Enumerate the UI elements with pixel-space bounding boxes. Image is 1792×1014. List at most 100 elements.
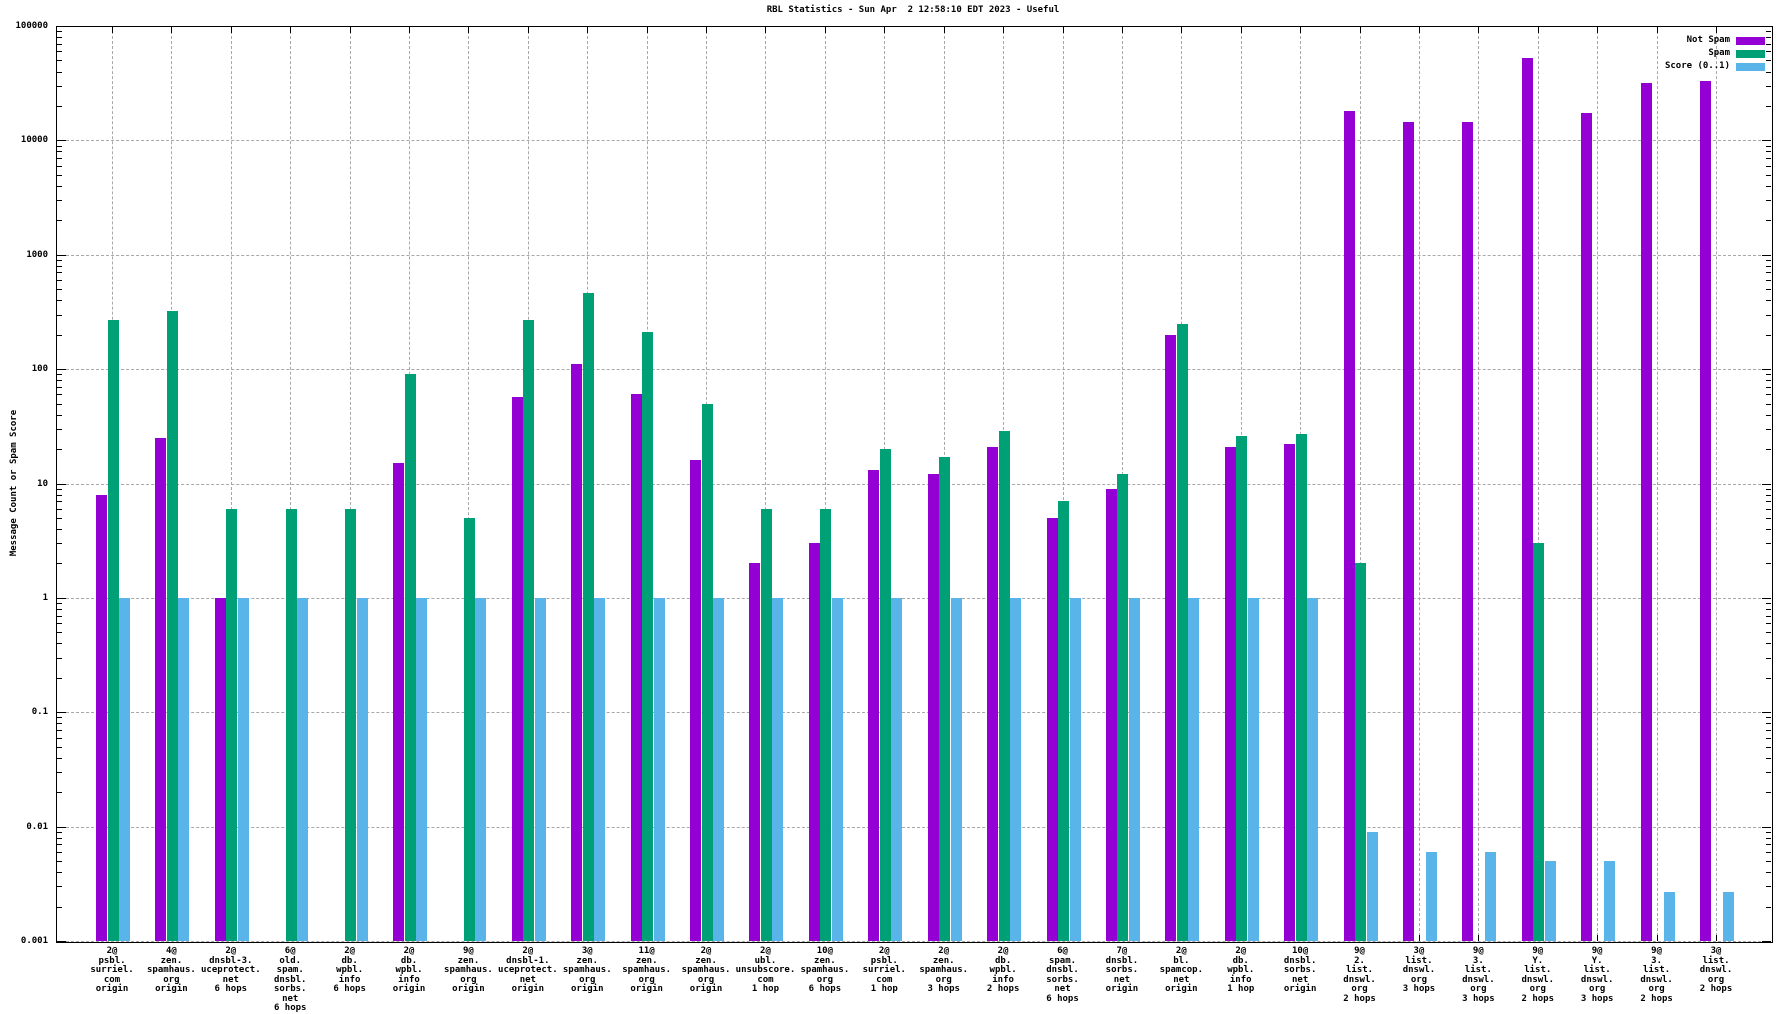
y-minor-tick (1766, 737, 1771, 739)
y-minor-tick (1766, 677, 1771, 679)
x-tick-top (290, 27, 292, 33)
y-minor-tick (1766, 508, 1771, 510)
v-gridline (765, 26, 767, 941)
bar-spam (1117, 474, 1129, 941)
y-minor-tick (57, 174, 62, 176)
x-category-label: 10@ zen. spamhaus. org 6 hops (800, 946, 850, 994)
x-category-label: 2@ db. wpbl. info 6 hops (333, 946, 366, 994)
y-minor-tick (1766, 517, 1771, 519)
x-tick-top (1181, 27, 1183, 33)
x-tick-bottom (1597, 935, 1599, 941)
y-minor-tick (1766, 529, 1771, 530)
x-category-label: 9@ zen. spamhaus. org origin (444, 946, 493, 994)
bar-score-0-1 (713, 597, 725, 941)
v-gridline (1062, 26, 1064, 941)
x-category-label: 7@ dnsbl. sorbs. net origin (1105, 946, 1139, 994)
y-minor-tick (57, 543, 62, 545)
y-tick-label: 0.01 (26, 821, 48, 832)
x-tick-top (943, 27, 945, 33)
legend-row-spam: Spam (1440, 49, 1770, 58)
y-minor-tick (1766, 374, 1771, 376)
y-minor-tick (1766, 851, 1771, 853)
y-minor-tick (1766, 657, 1771, 659)
y-minor-tick (1766, 792, 1771, 794)
y-minor-tick (57, 151, 62, 153)
legend-row-score: Score (0..1) (1440, 62, 1770, 71)
x-tick-bottom (1418, 935, 1420, 941)
y-minor-tick (1766, 314, 1771, 316)
v-gridline (1716, 26, 1717, 941)
y-minor-tick (57, 723, 62, 725)
x-tick-top (1062, 27, 1064, 33)
x-tick-bottom (1478, 935, 1480, 941)
v-gridline (1359, 26, 1361, 941)
bar-spam (1533, 543, 1545, 941)
x-category-label: 2@ ubl. unsubscore. com 1 hop (735, 946, 796, 994)
y-minor-tick (57, 386, 62, 388)
y-major-tick (1762, 140, 1771, 142)
bar-not-spam (1581, 112, 1593, 941)
x-category-label: 2@ dnsbl-1. uceprotect. net origin (498, 946, 558, 994)
y-minor-tick (57, 105, 62, 107)
y-minor-tick (1766, 43, 1771, 45)
y-minor-tick (57, 729, 62, 731)
y-minor-tick (1766, 37, 1771, 39)
x-category-label: 9@ 3. list. dnswl. org 3 hops (1462, 946, 1495, 1004)
x-tick-bottom (1716, 935, 1717, 941)
y-minor-tick (1766, 414, 1771, 416)
y-major-tick (1762, 941, 1771, 942)
y-minor-tick (1766, 151, 1771, 153)
x-tick-top (1240, 27, 1242, 33)
v-gridline (468, 26, 470, 941)
h-gridline (56, 712, 1771, 714)
bar-not-spam (571, 364, 583, 941)
bar-spam (642, 332, 654, 941)
bar-spam (345, 508, 357, 941)
y-minor-tick (57, 844, 62, 846)
y-minor-tick (1766, 501, 1771, 503)
x-category-label: 3@ list. dnswl. org 2 hops (1699, 946, 1733, 994)
y-minor-tick (57, 772, 62, 774)
y-minor-tick (57, 615, 62, 617)
bar-score-0-1 (356, 597, 368, 941)
x-tick-top (468, 27, 470, 33)
bar-not-spam (749, 563, 761, 941)
y-minor-tick (1766, 174, 1771, 176)
y-minor-tick (1766, 543, 1771, 545)
y-minor-tick (57, 289, 62, 291)
bar-score-0-1 (1604, 861, 1616, 941)
y-minor-tick (57, 449, 62, 451)
bar-spam (523, 319, 535, 941)
y-minor-tick (57, 414, 62, 416)
y-minor-tick (1766, 723, 1771, 725)
bar-score-0-1 (831, 597, 843, 941)
bar-spam (166, 311, 178, 941)
x-category-label: 9@ Y. list. dnswl. org 3 hops (1580, 946, 1614, 1004)
y-minor-tick (57, 259, 62, 261)
y-minor-tick (57, 37, 62, 39)
x-tick-top (112, 27, 113, 33)
plot-border (56, 26, 1773, 943)
v-gridline (1418, 26, 1420, 941)
bar-not-spam (1462, 121, 1474, 941)
bar-not-spam (214, 597, 226, 941)
h-gridline (56, 826, 1771, 828)
y-minor-tick (57, 300, 62, 302)
y-minor-tick (57, 220, 62, 222)
bar-score-0-1 (1663, 891, 1675, 941)
h-gridline (56, 597, 1771, 599)
bar-spam (879, 449, 891, 941)
y-tick-label: 100000 (15, 21, 48, 31)
y-minor-tick (1766, 623, 1771, 625)
y-minor-tick (57, 757, 62, 759)
y-minor-tick (1766, 488, 1771, 490)
y-tick-label: 10 (37, 478, 48, 489)
y-minor-tick (1766, 51, 1771, 53)
y-minor-tick (1766, 886, 1771, 888)
bar-score-0-1 (1544, 861, 1556, 941)
bar-not-spam (868, 470, 880, 941)
h-gridline (56, 140, 1771, 142)
x-category-label: 4@ zen. spamhaus. org origin (147, 946, 196, 994)
bar-score-0-1 (1128, 597, 1140, 941)
y-minor-tick (57, 677, 62, 679)
